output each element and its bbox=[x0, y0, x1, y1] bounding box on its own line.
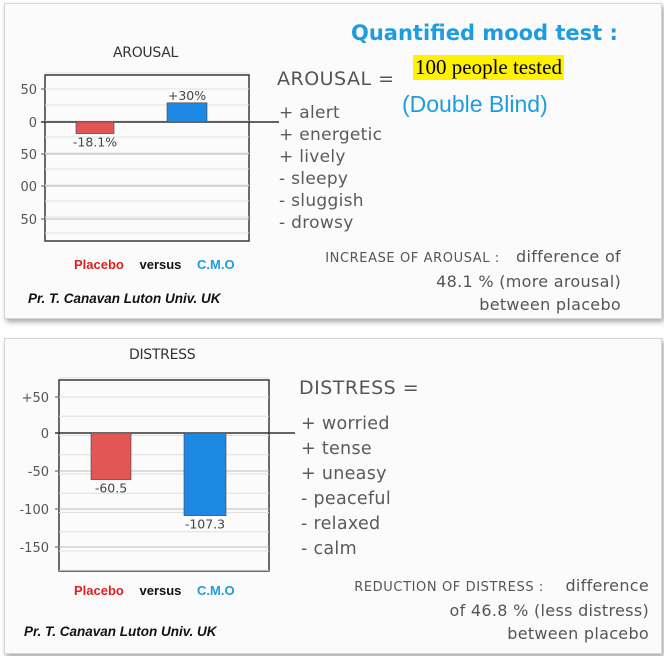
arousal-item: - drowsy bbox=[279, 213, 354, 233]
data-label: -60.5 bbox=[95, 481, 127, 496]
bar-placebo bbox=[90, 432, 132, 480]
data-label: -18.1% bbox=[73, 135, 117, 150]
arousal-summary-line2: 48.1 % (more arousal) bbox=[436, 272, 621, 291]
arousal-summary-lead: INCREASE OF AROUSAL : bbox=[325, 251, 500, 266]
bar-cmo bbox=[183, 432, 227, 516]
arousal-summary-line3: between placebo bbox=[479, 295, 621, 314]
bar-placebo bbox=[75, 121, 115, 134]
arousal-panel: AROUSAL 50 0 50 00 50 -18.1% +30% AROUSAL = + … bbox=[4, 3, 662, 319]
distress-item: - calm bbox=[301, 539, 357, 559]
distress-item: + tense bbox=[301, 439, 372, 459]
arousal-chart-title: AROUSAL bbox=[113, 45, 178, 61]
arousal-chart: 50 0 50 00 50 -18.1% +30% bbox=[20, 72, 279, 242]
arousal-item: + lively bbox=[279, 147, 346, 167]
data-label: +30% bbox=[168, 88, 206, 103]
y-tick-label: 00 bbox=[20, 180, 37, 195]
distress-item: + uneasy bbox=[301, 464, 387, 484]
arousal-items: + alert + energetic + lively - sleepy - … bbox=[279, 102, 382, 234]
chart-frame bbox=[58, 379, 270, 572]
y-tick-label: 0 bbox=[29, 116, 37, 131]
y-tick-label: 50 bbox=[20, 213, 37, 228]
legend-versus: versus bbox=[139, 583, 182, 598]
distress-credit: Pr. T. Canavan Luton Univ. UK bbox=[24, 624, 217, 639]
study-design: (Double Blind) bbox=[402, 91, 548, 117]
distress-item: + worried bbox=[301, 414, 390, 434]
distress-summary: REDUCTION OF DISTRESS : difference of 46… bbox=[354, 574, 649, 645]
bar-cmo bbox=[166, 102, 208, 123]
y-tick-label: 50 bbox=[20, 148, 37, 163]
distress-summary-lead: REDUCTION OF DISTRESS : bbox=[354, 580, 544, 595]
arousal-item: + alert bbox=[279, 103, 341, 123]
distress-legend: Placebo versus C.M.O bbox=[74, 583, 247, 598]
distress-item: - relaxed bbox=[301, 514, 381, 534]
distress-panel: DISTRESS +50 0 -50 -100 -150 -60.5 -107.3 DIST… bbox=[4, 338, 662, 654]
arousal-definition: AROUSAL = bbox=[277, 68, 395, 90]
y-tick-label: 0 bbox=[41, 427, 49, 442]
arousal-legend: Placebo versus C.M.O bbox=[74, 257, 247, 272]
page-heading: Quantified mood test : bbox=[351, 21, 618, 45]
distress-items: + worried + tense + uneasy - peaceful - … bbox=[301, 412, 391, 562]
legend-cmo: C.M.O bbox=[197, 257, 235, 272]
y-tick-label: -50 bbox=[28, 465, 49, 480]
y-tick-label: 50 bbox=[20, 83, 37, 98]
y-tick-label: -100 bbox=[19, 503, 49, 518]
legend-versus: versus bbox=[139, 257, 182, 272]
distress-item: - peaceful bbox=[301, 489, 391, 509]
data-label: -107.3 bbox=[185, 517, 225, 532]
distress-summary-line1: difference bbox=[565, 576, 649, 595]
legend-placebo: Placebo bbox=[74, 583, 124, 598]
legend-cmo: C.M.O bbox=[197, 583, 235, 598]
legend-placebo: Placebo bbox=[74, 257, 124, 272]
distress-summary-line2: of 46.8 % (less distress) bbox=[449, 601, 649, 620]
arousal-summary-line1: difference of bbox=[516, 247, 621, 266]
y-tick-label: +50 bbox=[22, 391, 49, 406]
distress-chart-title: DISTRESS bbox=[129, 347, 196, 363]
arousal-item: - sluggish bbox=[279, 191, 364, 211]
sample-size-highlight: 100 people tested bbox=[413, 55, 564, 80]
arousal-item: - sleepy bbox=[279, 169, 349, 189]
arousal-summary: INCREASE OF AROUSAL : difference of 48.1… bbox=[325, 245, 621, 316]
arousal-item: + energetic bbox=[279, 125, 383, 145]
distress-summary-line3: between placebo bbox=[507, 624, 649, 643]
arousal-credit: Pr. T. Canavan Luton Univ. UK bbox=[28, 291, 221, 306]
chart-frame bbox=[44, 74, 250, 242]
distress-definition: DISTRESS = bbox=[299, 377, 420, 399]
distress-chart: +50 0 -50 -100 -150 -60.5 -107.3 bbox=[19, 377, 295, 572]
y-tick-label: -150 bbox=[19, 541, 49, 556]
